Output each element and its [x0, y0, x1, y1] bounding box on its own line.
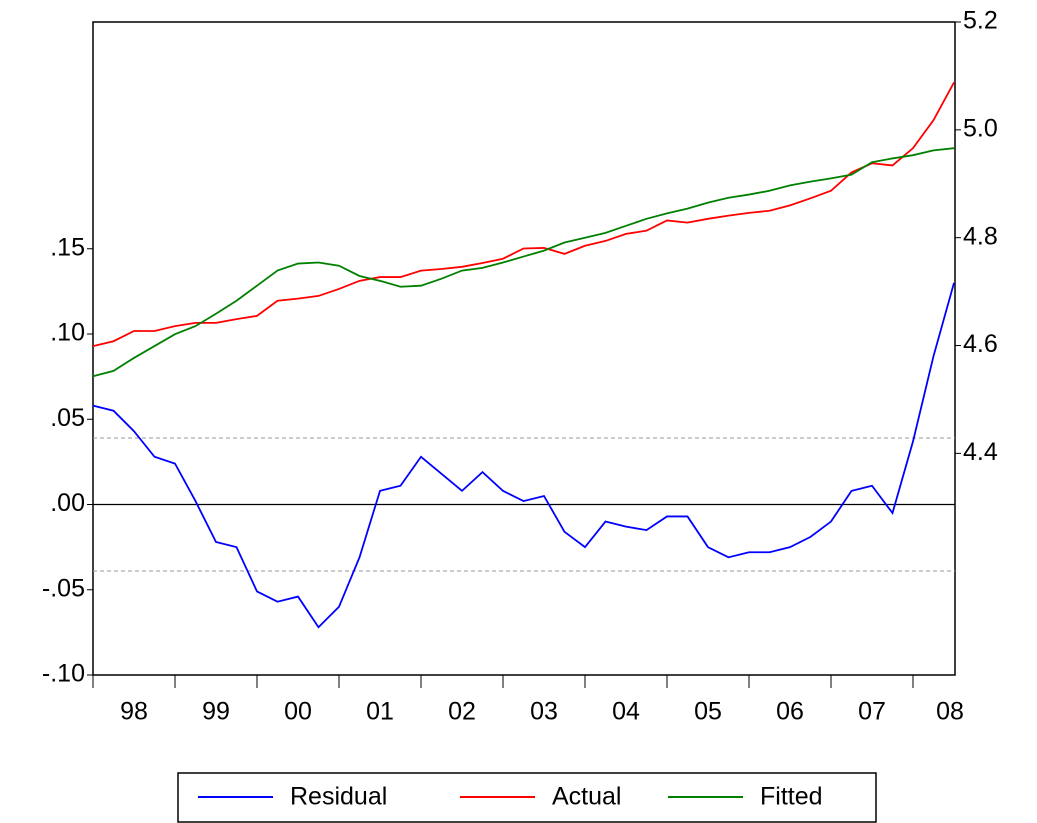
y-tick-label: .00: [50, 489, 85, 517]
x-tick-label: 99: [202, 698, 230, 726]
y-tick-label: -.10: [42, 660, 85, 688]
y2-tick-label: 5.0: [963, 114, 998, 142]
legend-label: Fitted: [760, 783, 823, 811]
x-tick-label: 08: [936, 698, 964, 726]
series-line: [92, 282, 955, 629]
y2-tick-label: 4.6: [963, 330, 998, 358]
y-tick-label: .10: [50, 319, 85, 347]
series-line: [92, 81, 955, 347]
y2-tick-label: 4.4: [963, 438, 998, 466]
x-tick-label: 00: [284, 698, 312, 726]
legend-label: Residual: [290, 783, 387, 811]
x-tick-label: 98: [120, 698, 148, 726]
x-tick-label: 06: [776, 698, 804, 726]
x-tick-label: 03: [530, 698, 558, 726]
y-tick-label: -.05: [42, 574, 85, 602]
legend-label: Actual: [552, 783, 621, 811]
y2-tick-label: 5.2: [963, 7, 998, 35]
y2-tick-label: 4.8: [963, 222, 998, 250]
series-line: [92, 147, 955, 378]
x-tick-label: 01: [366, 698, 394, 726]
plot-frame: [92, 21, 956, 676]
x-tick-label: 02: [448, 698, 476, 726]
x-tick-label: 04: [612, 698, 640, 726]
y-tick-label: .15: [50, 233, 85, 261]
x-tick-label: 07: [858, 698, 886, 726]
y-tick-label: .05: [50, 404, 85, 432]
x-tick-label: 05: [694, 698, 722, 726]
